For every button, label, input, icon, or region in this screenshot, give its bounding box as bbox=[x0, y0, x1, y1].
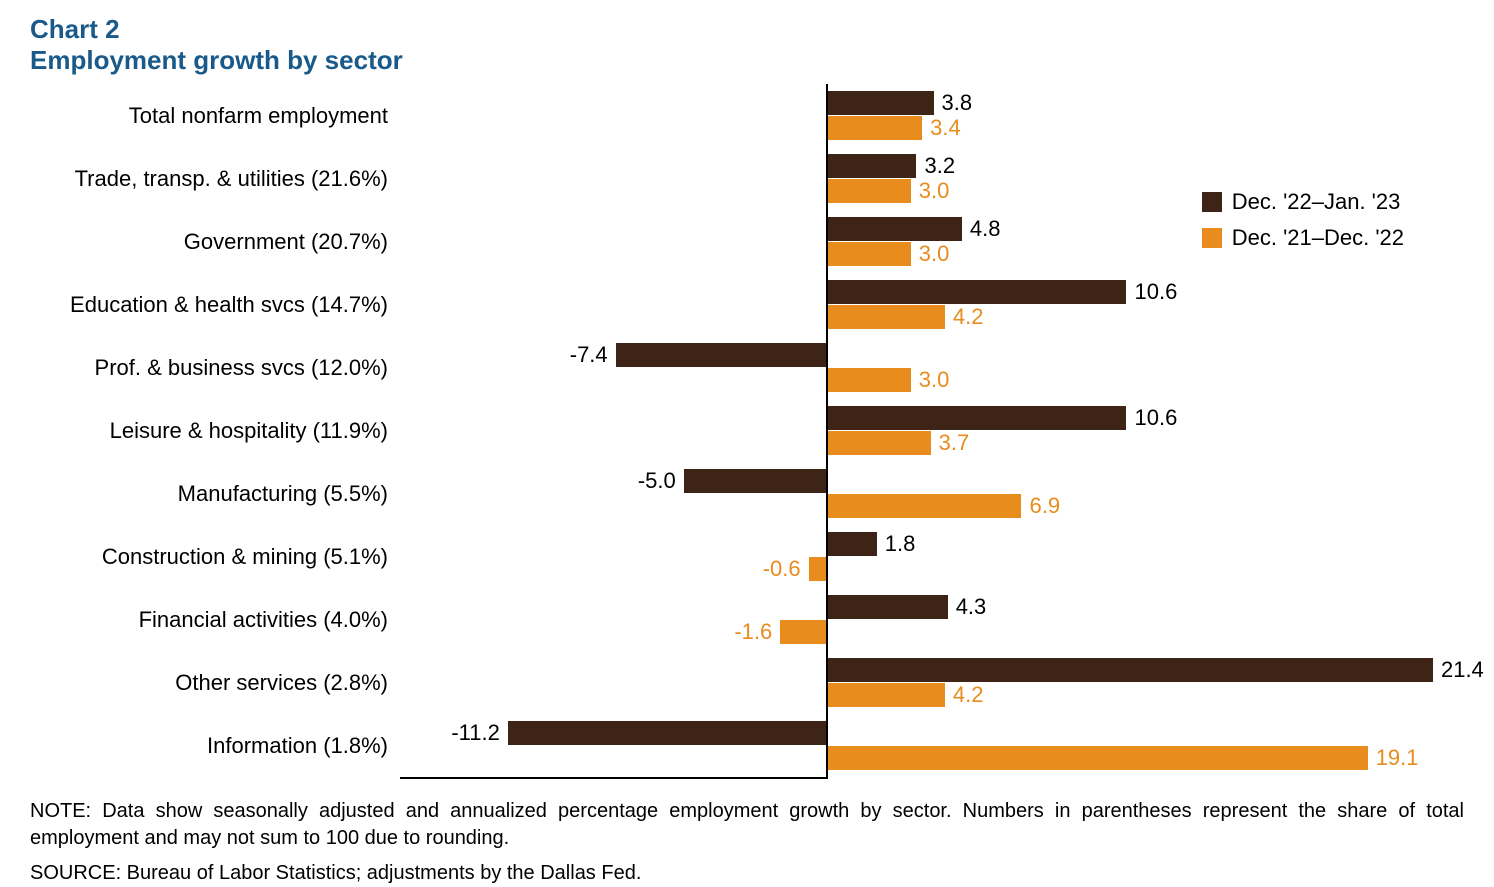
data-value-label: -0.6 bbox=[763, 556, 801, 582]
chart-row: Leisure & hospitality (11.9%)10.63.7 bbox=[400, 399, 1450, 462]
category-label: Leisure & hospitality (11.9%) bbox=[110, 418, 400, 444]
data-bar bbox=[826, 368, 911, 392]
data-value-label: -7.4 bbox=[570, 342, 608, 368]
data-value-label: 10.6 bbox=[1134, 405, 1177, 431]
data-value-label: 10.6 bbox=[1134, 279, 1177, 305]
data-bar bbox=[508, 721, 826, 745]
data-value-label: 6.9 bbox=[1029, 493, 1060, 519]
legend-label: Dec. '21–Dec. '22 bbox=[1232, 225, 1404, 251]
category-label: Manufacturing (5.5%) bbox=[178, 481, 400, 507]
data-bar bbox=[826, 532, 877, 556]
legend-item: Dec. '22–Jan. '23 bbox=[1202, 189, 1404, 215]
data-value-label: 4.3 bbox=[956, 594, 987, 620]
data-bar bbox=[826, 494, 1022, 518]
category-label: Information (1.8%) bbox=[207, 733, 400, 759]
data-bar bbox=[826, 242, 911, 266]
data-value-label: -1.6 bbox=[734, 619, 772, 645]
data-value-label: 4.8 bbox=[970, 216, 1001, 242]
category-label: Financial activities (4.0%) bbox=[139, 607, 400, 633]
x-axis-baseline bbox=[400, 777, 828, 779]
legend-label: Dec. '22–Jan. '23 bbox=[1232, 189, 1401, 215]
chart-title: Employment growth by sector bbox=[30, 45, 1464, 76]
chart-number: Chart 2 bbox=[30, 14, 1464, 45]
data-value-label: 3.0 bbox=[919, 178, 950, 204]
data-bar bbox=[826, 154, 917, 178]
data-value-label: 19.1 bbox=[1376, 745, 1419, 771]
data-bar bbox=[826, 683, 945, 707]
data-bar bbox=[809, 557, 826, 581]
category-label: Government (20.7%) bbox=[184, 229, 400, 255]
chart-row: Total nonfarm employment3.83.4 bbox=[400, 84, 1450, 147]
category-label: Prof. & business svcs (12.0%) bbox=[95, 355, 400, 381]
chart-row: Other services (2.8%)21.44.2 bbox=[400, 651, 1450, 714]
data-value-label: 3.7 bbox=[939, 430, 970, 456]
data-bar bbox=[826, 179, 911, 203]
chart-note: NOTE: Data show seasonally adjusted and … bbox=[30, 798, 1464, 852]
category-label: Education & health svcs (14.7%) bbox=[70, 292, 400, 318]
category-label: Construction & mining (5.1%) bbox=[102, 544, 400, 570]
data-value-label: 3.8 bbox=[942, 90, 973, 116]
data-value-label: -11.2 bbox=[451, 720, 500, 746]
legend-swatch bbox=[1202, 228, 1222, 248]
data-bar bbox=[826, 217, 962, 241]
category-label: Other services (2.8%) bbox=[175, 670, 400, 696]
data-value-label: 3.0 bbox=[919, 241, 950, 267]
legend-swatch bbox=[1202, 192, 1222, 212]
data-value-label: 3.2 bbox=[924, 153, 955, 179]
chart-row: Information (1.8%)-11.219.1 bbox=[400, 714, 1450, 777]
chart-row: Financial activities (4.0%)4.3-1.6 bbox=[400, 588, 1450, 651]
category-label: Trade, transp. & utilities (21.6%) bbox=[75, 166, 400, 192]
chart-row: Construction & mining (5.1%)1.8-0.6 bbox=[400, 525, 1450, 588]
data-bar bbox=[684, 469, 826, 493]
chart-legend: Dec. '22–Jan. '23 Dec. '21–Dec. '22 bbox=[1202, 189, 1404, 261]
data-bar bbox=[616, 343, 826, 367]
data-value-label: -5.0 bbox=[638, 468, 676, 494]
legend-item: Dec. '21–Dec. '22 bbox=[1202, 225, 1404, 251]
data-bar bbox=[826, 305, 945, 329]
data-bar bbox=[826, 116, 922, 140]
data-bar bbox=[826, 91, 934, 115]
y-axis-zero-line bbox=[826, 84, 828, 777]
data-bar bbox=[826, 406, 1127, 430]
data-value-label: 3.0 bbox=[919, 367, 950, 393]
data-value-label: 3.4 bbox=[930, 115, 961, 141]
data-bar bbox=[826, 595, 948, 619]
data-bar bbox=[826, 746, 1368, 770]
data-bar bbox=[826, 658, 1433, 682]
data-value-label: 21.4 bbox=[1441, 657, 1484, 683]
data-bar bbox=[826, 280, 1127, 304]
chart-source: SOURCE: Bureau of Labor Statistics; adju… bbox=[30, 860, 1464, 887]
data-value-label: 1.8 bbox=[885, 531, 916, 557]
data-bar bbox=[780, 620, 825, 644]
data-bar bbox=[826, 431, 931, 455]
chart-row: Education & health svcs (14.7%)10.64.2 bbox=[400, 273, 1450, 336]
chart-row: Prof. & business svcs (12.0%)-7.43.0 bbox=[400, 336, 1450, 399]
category-label: Total nonfarm employment bbox=[129, 103, 400, 129]
chart-row: Manufacturing (5.5%)-5.06.9 bbox=[400, 462, 1450, 525]
data-value-label: 4.2 bbox=[953, 304, 984, 330]
data-value-label: 4.2 bbox=[953, 682, 984, 708]
